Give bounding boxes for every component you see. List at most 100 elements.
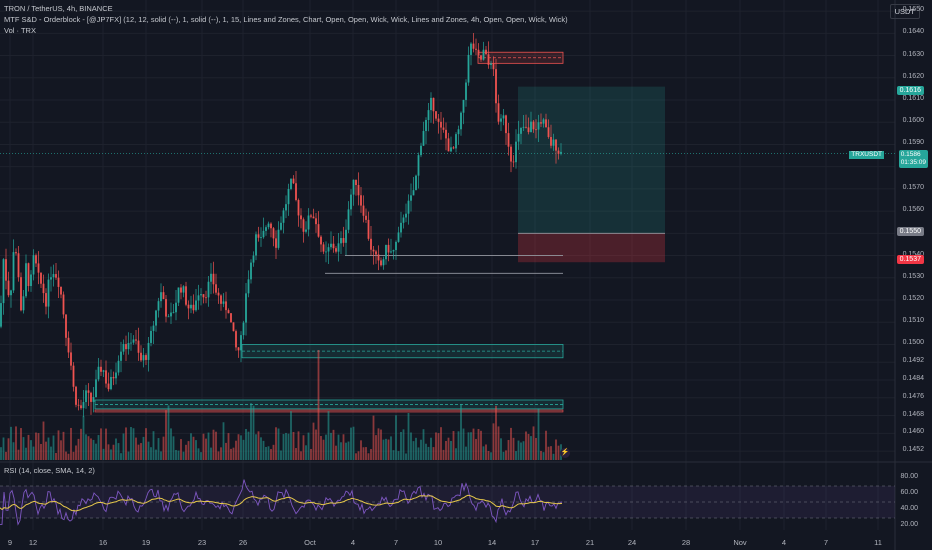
volume-bar: [257, 431, 260, 460]
candle-body: [232, 322, 235, 332]
volume-bar: [247, 431, 250, 460]
candle-body: [282, 210, 285, 223]
time-axis-tick: 23: [197, 538, 207, 547]
volume-bar: [410, 432, 412, 460]
lightning-icon[interactable]: ⚡: [560, 448, 570, 458]
price-axis-tick: 0.1476: [902, 392, 924, 400]
volume-bar: [330, 432, 332, 460]
time-axis-tick: 4: [781, 538, 787, 547]
volume-bar: [70, 427, 72, 460]
bar-countdown: 01:35:09: [900, 159, 926, 166]
candle-body: [250, 262, 252, 280]
symbol-legend[interactable]: TRON / TetherUS, 4h, BINANCE: [4, 4, 113, 13]
volume-bar: [170, 428, 172, 460]
volume-bar: [202, 433, 205, 460]
volume-bar: [52, 435, 55, 460]
candle-body: [275, 238, 277, 248]
volume-bar: [122, 433, 125, 460]
volume-bar: [402, 429, 405, 460]
candle-body: [205, 297, 207, 299]
volume-bar: [17, 449, 20, 460]
volume-bar: [397, 451, 400, 460]
volume-bar: [120, 453, 122, 460]
volume-bar: [555, 439, 557, 460]
candle-body: [152, 325, 155, 331]
price-axis-tick: 0.1540: [903, 251, 924, 258]
current-price-value: 0.1586: [900, 151, 921, 158]
candle-body: [290, 178, 292, 189]
volume-bar: [497, 426, 500, 460]
volume-bar: [395, 415, 397, 460]
volume-bar: [432, 447, 435, 460]
volume-bar: [415, 437, 417, 460]
volume-bar: [207, 432, 210, 460]
volume-bar: [50, 446, 52, 460]
time-axis-tick: 14: [487, 538, 497, 547]
indicator-legend[interactable]: MTF S&D - Orderblock - [@JP7FX] (12, 12,…: [4, 15, 568, 24]
candle-body: [510, 146, 512, 162]
candle-body: [560, 151, 562, 154]
volume-bar: [292, 431, 295, 460]
volume-legend[interactable]: Vol · TRX: [4, 26, 36, 35]
volume-bar: [105, 428, 107, 460]
volume-bar: [100, 428, 102, 460]
rsi-legend[interactable]: RSI (14, close, SMA, 14, 2): [4, 466, 95, 475]
candle-body: [110, 376, 112, 390]
candle-body: [480, 55, 482, 60]
volume-bar: [552, 453, 555, 460]
volume-bar: [327, 411, 330, 460]
long-position-profit-zone: [518, 86, 665, 234]
volume-bar: [87, 436, 90, 460]
volume-bar: [167, 405, 170, 460]
candle-body: [307, 215, 310, 230]
volume-bar: [55, 452, 57, 460]
volume-bar: [230, 448, 232, 460]
volume-bar: [505, 450, 507, 460]
volume-bar: [460, 403, 462, 460]
volume-bar: [307, 432, 310, 460]
candle-body: [505, 115, 507, 134]
volume-bar: [195, 440, 197, 460]
candle-body: [390, 251, 392, 253]
candle-body: [402, 217, 405, 223]
candle-body: [97, 366, 100, 380]
volume-bar: [302, 435, 305, 460]
candle-body: [115, 372, 117, 379]
volume-bar: [372, 415, 375, 460]
price-axis-tick: 0.1620: [902, 72, 924, 80]
candle-body: [492, 63, 495, 70]
volume-bar: [540, 450, 542, 460]
candle-body: [165, 299, 167, 317]
volume-bar: [2, 437, 5, 460]
volume-bar: [297, 431, 300, 460]
candle-body: [550, 136, 552, 146]
volume-bar: [480, 430, 482, 460]
volume-bar: [345, 442, 347, 460]
candle-body: [527, 127, 530, 133]
rsi-ma-line: [0, 494, 563, 512]
candle-body: [10, 290, 12, 296]
candle-body: [410, 195, 412, 201]
candle-body: [162, 292, 165, 300]
candle-body: [465, 82, 467, 100]
volume-bar: [320, 436, 322, 460]
volume-bar: [442, 449, 445, 460]
volume-bar: [260, 437, 262, 460]
volume-bar: [452, 431, 455, 460]
volume-bar: [290, 411, 292, 460]
volume-bar: [537, 408, 540, 460]
volume-bar: [542, 452, 545, 460]
candle-body: [300, 215, 302, 220]
candle-body: [185, 286, 187, 305]
volume-bar: [335, 445, 337, 460]
volume-bar: [545, 430, 547, 460]
volume-bar: [282, 434, 285, 460]
volume-bar: [245, 428, 247, 460]
candle-body: [552, 139, 555, 146]
time-axis-tick: Oct: [304, 538, 316, 547]
candle-body: [245, 293, 247, 323]
currency-button[interactable]: USDT: [889, 4, 920, 19]
volume-bar: [135, 437, 137, 460]
volume-bar: [217, 451, 220, 460]
